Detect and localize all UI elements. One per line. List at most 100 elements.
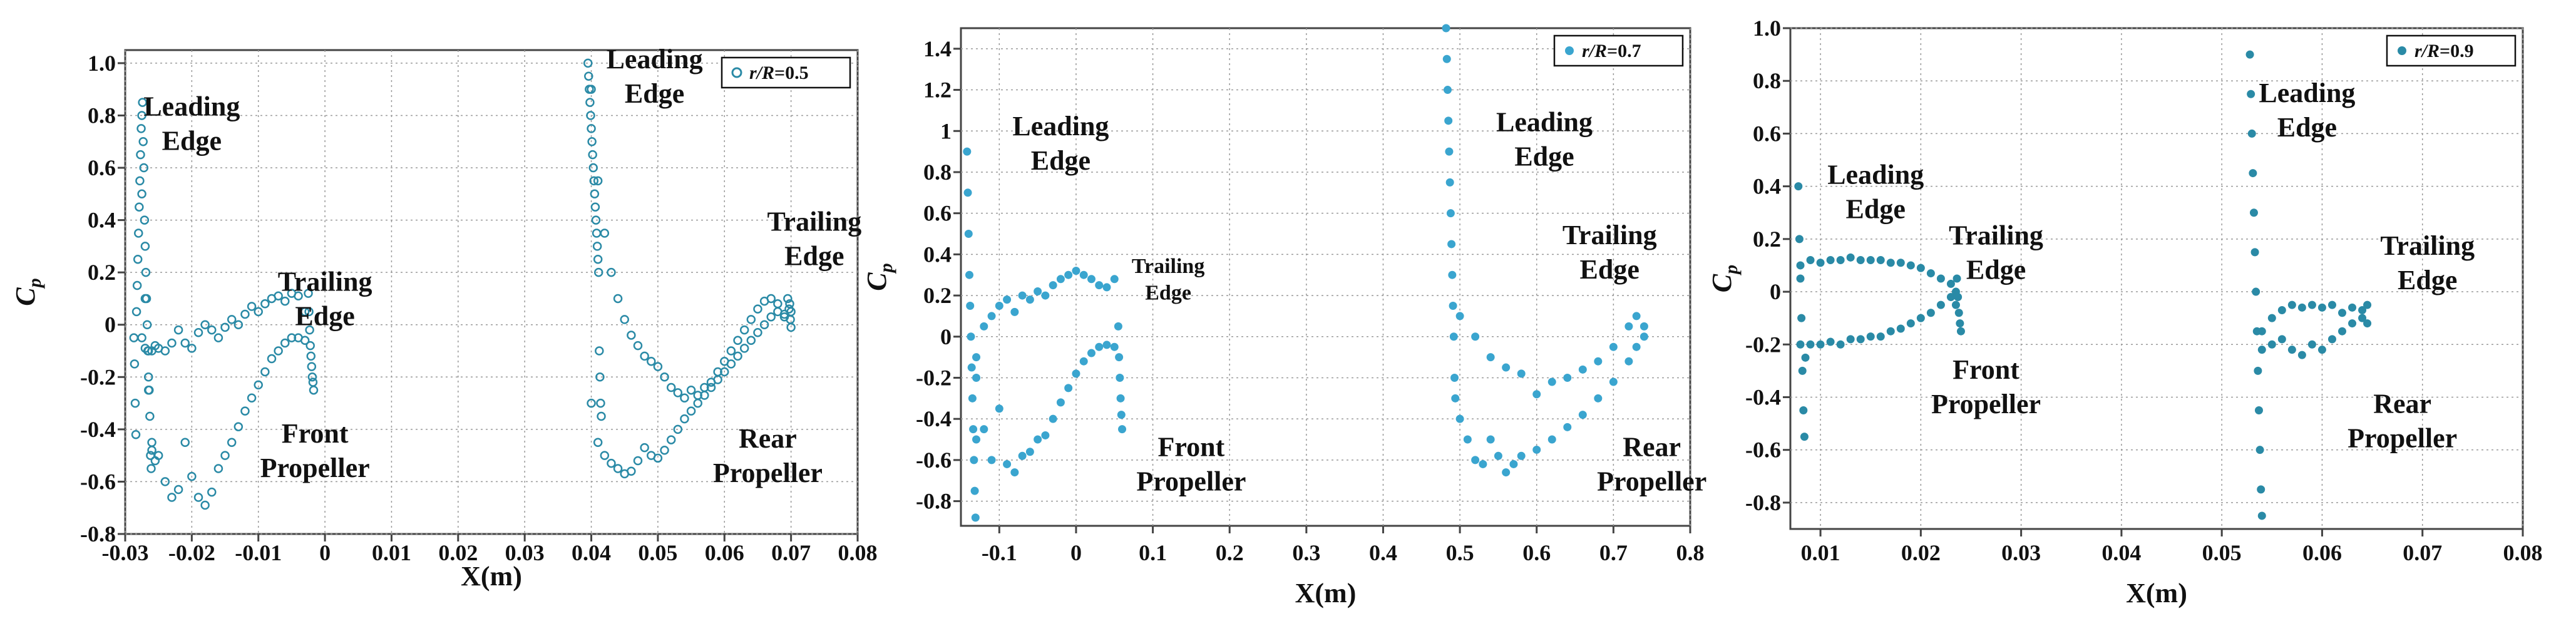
- x-tick-label: 0.4: [1369, 540, 1397, 565]
- data-point: [1936, 274, 1945, 283]
- data-point: [1471, 332, 1480, 341]
- data-point: [1946, 292, 1955, 301]
- data-point: [1624, 322, 1633, 331]
- data-point: [294, 291, 303, 301]
- data-point: [133, 255, 143, 264]
- data-point: [1797, 314, 1806, 322]
- data-point: [132, 280, 142, 290]
- y-tick-label: 0.4: [88, 208, 116, 233]
- data-point: [1866, 256, 1875, 265]
- data-series: [1455, 322, 1648, 477]
- data-point: [1003, 459, 1012, 468]
- x-axis-label: X(m): [2126, 578, 2187, 608]
- data-point: [1034, 287, 1042, 295]
- data-point: [1064, 270, 1073, 279]
- data-point: [627, 466, 636, 476]
- data-point: [1446, 209, 1455, 218]
- data-point: [1115, 353, 1124, 362]
- x-tick-label: 0: [1070, 540, 1082, 565]
- data-point: [653, 453, 663, 463]
- annotation-label: Leading: [2259, 78, 2355, 108]
- y-tick-label: 1.0: [88, 51, 116, 76]
- data-point: [726, 359, 736, 369]
- data-point: [995, 301, 1003, 310]
- annotation-label: Edge: [295, 300, 354, 331]
- data-point: [1025, 448, 1034, 456]
- data-point: [1926, 309, 1935, 317]
- chart-panel-r-over-r-0-9: 0.01 0.02 0.03 0.04 0.05 0.06 0.07 0.08 -0.8 -0.6…: [1706, 16, 2543, 608]
- data-point: [968, 394, 977, 403]
- data-point: [187, 471, 197, 481]
- data-point: [980, 322, 988, 331]
- data-point: [972, 373, 981, 382]
- data-point: [1502, 468, 1511, 477]
- data-point: [584, 71, 593, 81]
- x-tick-label: 0.6: [1522, 540, 1551, 565]
- data-point: [145, 411, 155, 421]
- annotation-label: Trailing: [767, 206, 861, 237]
- data-point: [267, 354, 277, 364]
- data-point: [131, 307, 141, 317]
- annotation-label: Propeller: [2348, 423, 2457, 454]
- data-point: [1846, 253, 1855, 262]
- legend: r/R=0.5: [721, 56, 851, 89]
- data-point: [783, 294, 793, 304]
- data-point: [1594, 394, 1603, 403]
- y-axis-label: Cp: [10, 278, 45, 305]
- data-point: [1956, 319, 1964, 328]
- annotation-label: Leading: [607, 44, 703, 74]
- data-point: [1064, 384, 1073, 392]
- data-point: [640, 443, 649, 453]
- data-series: [783, 294, 796, 332]
- data-point: [970, 486, 979, 495]
- data-point: [1954, 292, 1963, 301]
- data-point: [1056, 275, 1065, 284]
- data-point: [2247, 90, 2255, 98]
- data-point: [1578, 365, 1587, 374]
- data-point: [2249, 169, 2257, 178]
- y-axis-label-main: C: [861, 272, 892, 291]
- data-point: [2348, 303, 2357, 312]
- y-tick-label: -0.4: [916, 406, 952, 431]
- annotation-label: Edge: [2277, 112, 2337, 143]
- data-point: [2287, 300, 2296, 309]
- data-series: [129, 98, 157, 473]
- y-tick-label: 0.4: [923, 242, 952, 267]
- data-point: [305, 325, 314, 335]
- legend-label-value: =0.9: [2440, 41, 2474, 61]
- data-point: [287, 333, 297, 342]
- data-point: [1953, 274, 1961, 283]
- data-point: [1956, 327, 1965, 336]
- data-point: [1118, 425, 1127, 434]
- data-point: [1449, 332, 1458, 341]
- data-point: [680, 393, 689, 403]
- data-point: [2307, 300, 2316, 309]
- data-point: [593, 438, 603, 448]
- data-point: [1954, 309, 1963, 317]
- data-point: [1916, 264, 1925, 272]
- data-point: [963, 188, 972, 197]
- data-series: [137, 189, 310, 510]
- data-point: [1936, 300, 1945, 309]
- data-point: [2297, 351, 2306, 359]
- data-series: [2257, 300, 2372, 336]
- y-axis-label-main: C: [10, 287, 41, 306]
- data-point: [240, 406, 250, 416]
- data-point: [1547, 377, 1556, 386]
- data-point: [130, 398, 140, 408]
- y-tick-label: 0.2: [88, 260, 116, 285]
- x-tick-label: 0.08: [2503, 540, 2543, 565]
- plot-area: [124, 49, 859, 535]
- x-tick-label: -0.03: [102, 540, 149, 565]
- data-point: [587, 136, 597, 146]
- data-point: [590, 202, 600, 212]
- data-point: [2252, 327, 2261, 336]
- data-point: [1010, 468, 1019, 477]
- data-point: [583, 58, 593, 68]
- y-tick-label: 0: [1770, 279, 1781, 304]
- data-point: [1479, 459, 1487, 468]
- data-point: [586, 111, 595, 120]
- x-tick-label: 0.3: [1292, 540, 1320, 565]
- data-point: [1451, 394, 1460, 403]
